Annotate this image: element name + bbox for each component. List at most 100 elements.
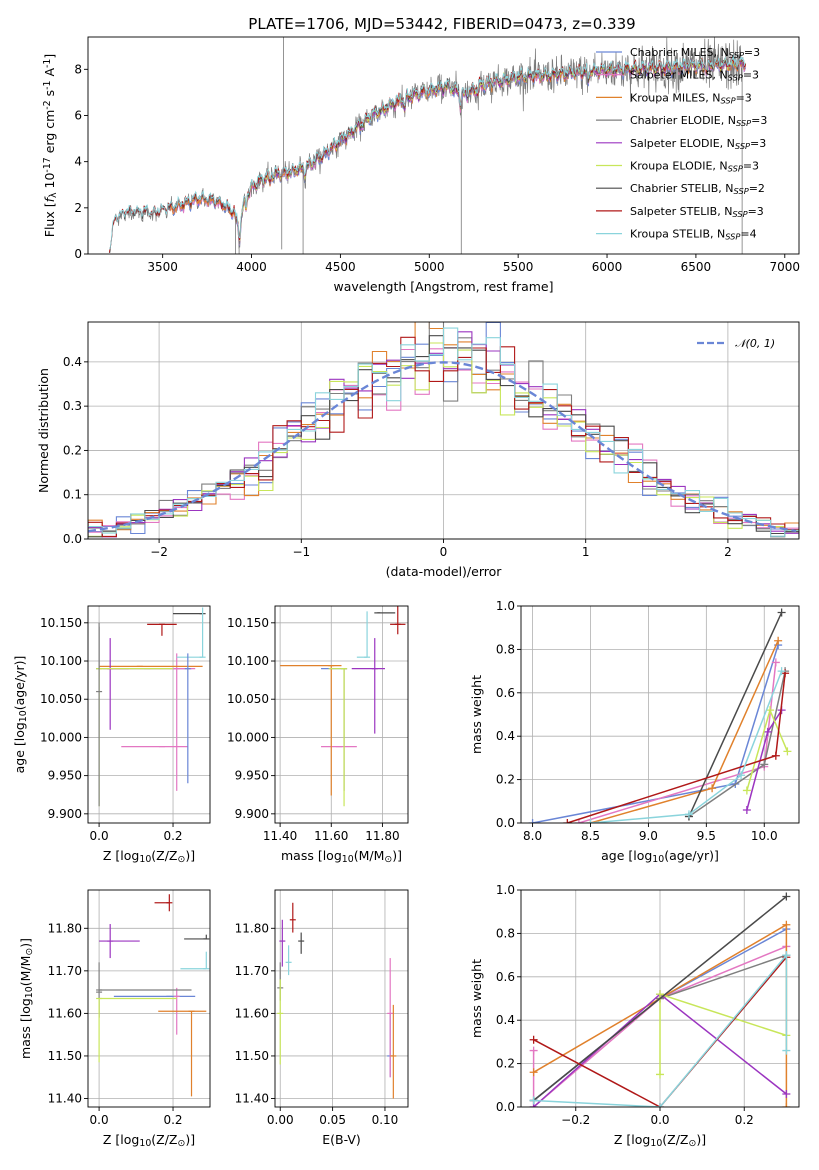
weight-marker	[774, 636, 783, 645]
legend-end: =3	[748, 205, 764, 218]
label-part: ⊙	[689, 1138, 697, 1149]
model-spectrum-8	[109, 54, 746, 250]
weight-marker	[771, 751, 780, 760]
y-tick-label: 0.0	[496, 1100, 515, 1114]
weight-marker	[529, 1096, 538, 1105]
y-tick-label: 10.000	[40, 730, 82, 744]
legend-text: Salpeter ELODIE, N	[630, 137, 735, 150]
label-part: (M/M	[18, 956, 33, 987]
label-part: (age/yr)]	[12, 656, 27, 711]
label-part: mass [log	[18, 998, 33, 1059]
legend-entry: Kroupa STELIB, NSSP=4	[630, 228, 757, 242]
y-tick-label: 0.2	[496, 1057, 515, 1071]
legend-sub: SSP	[735, 141, 750, 151]
x-tick-label: 4000	[236, 260, 267, 274]
legend-text: Kroupa ELODIE, N	[630, 160, 728, 173]
y-axis-label: mass [log10(M/M⊙)]	[18, 938, 35, 1059]
y-tick-label: 10.000	[227, 730, 269, 744]
legend-text: Chabrier STELIB, N	[630, 182, 734, 195]
legend-text: Kroupa MILES, N	[630, 91, 720, 104]
legend-sub: SSP	[728, 73, 743, 83]
legend-entry: Chabrier STELIB, NSSP=2	[630, 182, 765, 196]
weight-marker	[656, 990, 664, 999]
weight-marker	[763, 727, 772, 736]
legend-entry: Chabrier MILES, NSSP=3	[630, 46, 760, 60]
label-part: Z [log	[103, 1132, 139, 1147]
label-part: Z [log	[614, 1132, 650, 1147]
y-tick-label: 0.1	[63, 488, 82, 502]
axes-frame	[274, 889, 409, 1108]
legend-end: =4	[740, 228, 756, 241]
y-tick-label: 0.4	[496, 729, 515, 743]
y-tick-label: 9.900	[235, 807, 269, 821]
y-tick-label: 10.150	[227, 616, 269, 630]
axes-mass_vs_EBV: 0.00 0.05 0.10 11.40 11.50 11.60 11.70 11.80 E(B…	[235, 889, 409, 1147]
x-tick-label: 11.80	[365, 829, 399, 843]
label-part: Flux [	[42, 202, 57, 237]
label-part: s	[42, 90, 57, 101]
weight-marker	[782, 951, 791, 960]
legend-sub: SSP	[728, 164, 743, 174]
x-tick-label: 0.2	[735, 1113, 754, 1127]
weight-marker	[771, 658, 780, 667]
y-tick-label: 11.50	[48, 1049, 82, 1063]
label-part: 10	[342, 854, 354, 865]
weight-line-7	[533, 956, 787, 1107]
y-tick-label: 0.2	[63, 443, 82, 457]
chart-title: PLATE=1706, MJD=53442, FIBERID=0473, z=0…	[248, 15, 635, 33]
axes-frame	[87, 36, 800, 255]
label-part: (data-model)/error	[386, 564, 503, 579]
label-part: 10	[18, 710, 29, 722]
label-part: 10	[42, 173, 57, 193]
legend-end: =3	[750, 137, 766, 150]
y-tick-label: 1.0	[496, 883, 515, 897]
legend-end: =3	[743, 69, 759, 82]
weight-marker	[742, 805, 751, 814]
weight-marker	[766, 706, 775, 715]
label-part: (Z/Z	[151, 848, 177, 863]
weight-marker	[586, 819, 595, 823]
label-part: ⊙	[24, 948, 35, 956]
label-part: ⊙	[384, 854, 392, 865]
weight-marker	[777, 667, 786, 676]
legend-entry: Salpeter ELODIE, NSSP=3	[630, 137, 766, 151]
weight-line-1	[532, 945, 787, 1107]
legend-text: Chabrier MILES, N	[630, 46, 729, 59]
legend-sub: SSP	[734, 186, 749, 196]
weight-marker	[777, 608, 786, 617]
label-part: 10	[139, 1138, 151, 1149]
y-tick-label: 9.950	[235, 769, 269, 783]
weight-marker	[528, 819, 537, 823]
legend-entry: Salpeter STELIB, NSSP=3	[630, 205, 764, 219]
weight-marker	[529, 1046, 538, 1055]
legend-end: =3	[743, 160, 759, 173]
legend-end: =2	[749, 182, 765, 195]
weight-line-6	[533, 895, 787, 1102]
axes-spectrum: 3500 4000 4500 5000 5500 6000 6500 7000 0 2 4 6 8 wav…	[42, 36, 800, 294]
y-tick-label: 0.3	[63, 399, 82, 413]
y-axis-label: mass weight	[469, 675, 484, 754]
x-axis-label: age [log10(age/yr)]	[601, 848, 719, 865]
x-tick-label: 0.0	[650, 1113, 669, 1127]
x-tick-label: −2	[150, 545, 168, 559]
weight-marker	[574, 819, 583, 823]
weight-marker	[760, 760, 769, 769]
y-axis-label: Normed distribution	[36, 368, 51, 493]
x-tick-label: 7000	[770, 260, 801, 274]
x-tick-label: 1	[582, 545, 590, 559]
label-part: E(B-V)	[322, 1132, 361, 1147]
axes-age_vs_mass: 11.40 11.60 11.80 9.900 9.950 10.000 10.050 10.…	[227, 605, 409, 865]
plot-content	[88, 322, 799, 538]
y-tick-label: 0.0	[63, 532, 82, 546]
label-part: erg cm	[42, 110, 57, 158]
x-axis-label: (data-model)/error	[386, 564, 503, 579]
x-tick-label: 6500	[681, 260, 712, 274]
x-tick-label: 0.2	[163, 1113, 182, 1127]
label-part: (Z/Z	[151, 1132, 177, 1147]
histogram-7	[88, 336, 799, 538]
axes-mass_weight_vs_age: 8.0 8.5 9.0 9.5 10.0 0.0 0.2 0.4 0.6 0.8 1.0 age [l…	[469, 599, 800, 865]
x-tick-label: 11.60	[314, 829, 348, 843]
label-part: f	[42, 196, 57, 202]
weight-marker	[656, 1103, 664, 1107]
